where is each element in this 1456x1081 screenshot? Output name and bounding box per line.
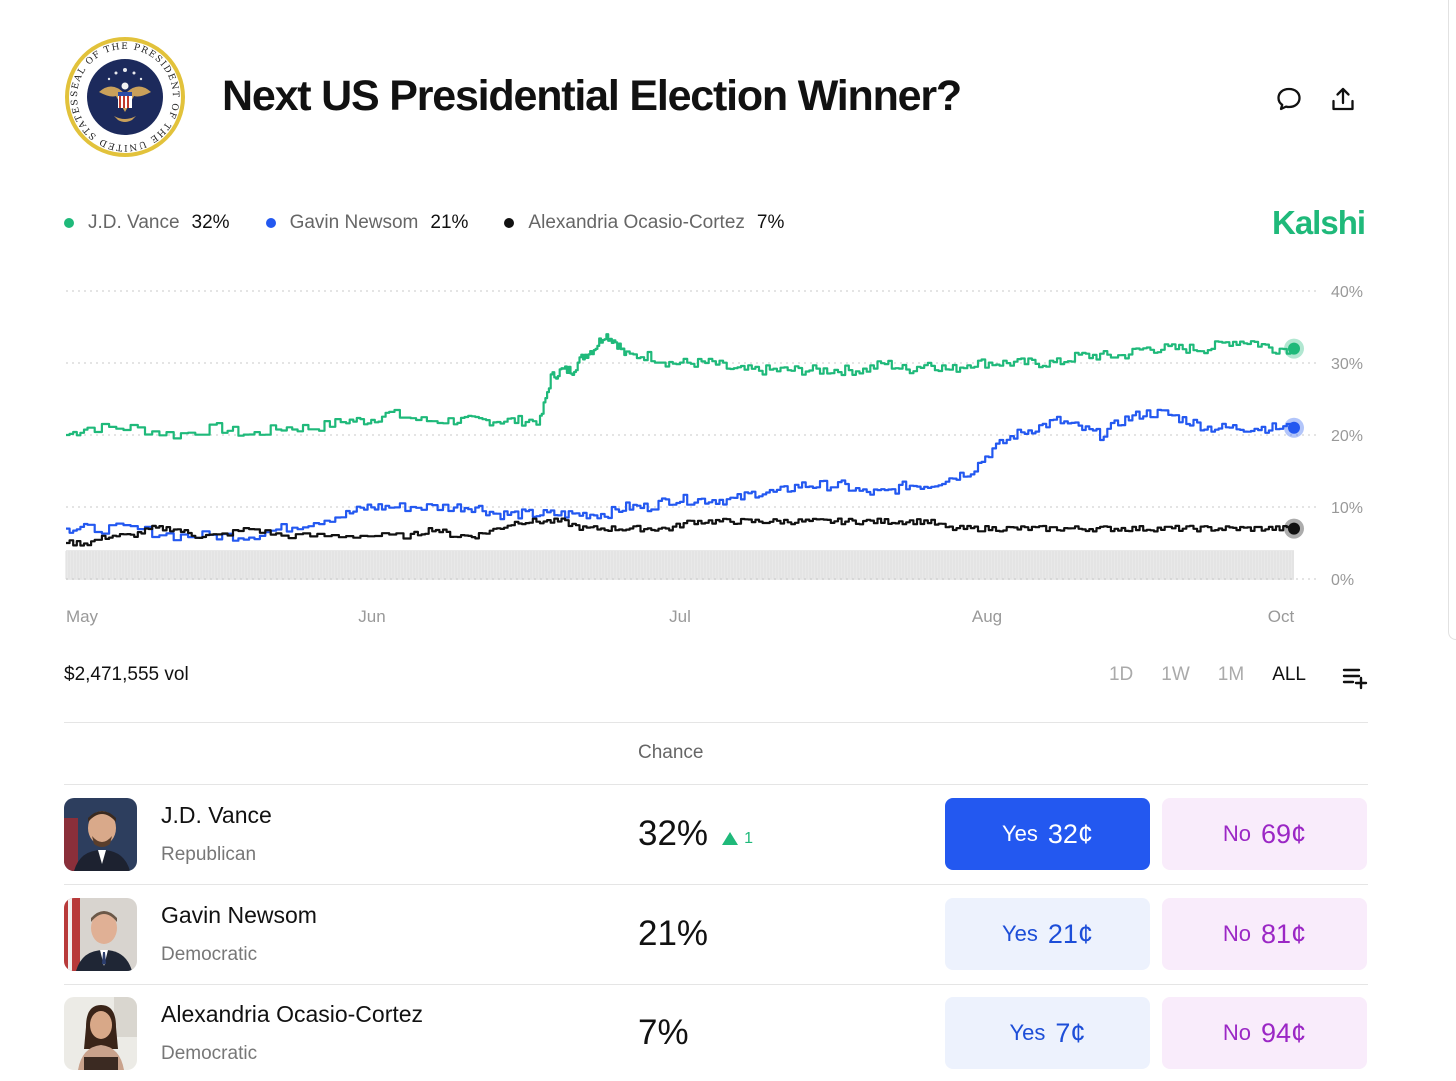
candidate-name: Gavin Newsom bbox=[161, 902, 317, 928]
x-tick-label: Jul bbox=[669, 607, 691, 626]
buy-yes-button[interactable]: Yes 21¢ bbox=[945, 898, 1150, 970]
no-price: 94¢ bbox=[1261, 1017, 1307, 1048]
comment-icon bbox=[1277, 87, 1301, 111]
share-button[interactable] bbox=[1326, 82, 1360, 116]
chance-percent: 21% bbox=[638, 914, 709, 953]
series-endpoint bbox=[1288, 421, 1300, 434]
yes-label: Yes bbox=[1002, 821, 1038, 846]
chart-settings-icon[interactable] bbox=[1342, 664, 1368, 690]
price-history-chart[interactable]: 40% 30% 20% 10% 0% May Jun Jul Aug Oct bbox=[0, 270, 1456, 640]
legend-name: J.D. Vance bbox=[88, 212, 180, 233]
no-label: No bbox=[1222, 921, 1252, 946]
legend-pct: 21% bbox=[430, 212, 469, 233]
no-label: No bbox=[1222, 1020, 1252, 1045]
chance-value: 7% bbox=[638, 1013, 689, 1053]
y-tick-label: 10% bbox=[1331, 500, 1363, 517]
chance-delta: 1 bbox=[722, 830, 753, 848]
triangle-up-icon bbox=[722, 832, 739, 845]
series-line-3 bbox=[66, 517, 1296, 547]
share-icon bbox=[1332, 87, 1354, 111]
legend-item-aoc: Alexandria Ocasio-Cortez 7% bbox=[504, 212, 784, 234]
divider bbox=[64, 884, 1368, 885]
yes-price: 21¢ bbox=[1047, 918, 1093, 949]
avatar bbox=[64, 798, 137, 871]
y-tick-label: 20% bbox=[1331, 428, 1363, 445]
kalshi-logo: Kalshi bbox=[1272, 204, 1366, 241]
range-1d-button[interactable]: 1D bbox=[1108, 664, 1134, 685]
legend-item-newsom: Gavin Newsom 21% bbox=[265, 212, 469, 234]
no-price: 81¢ bbox=[1261, 918, 1307, 949]
chance-value: 21% bbox=[638, 914, 708, 954]
buy-no-button[interactable]: No 94¢ bbox=[1162, 997, 1367, 1069]
volume-text: $2,471,555 vol bbox=[64, 664, 189, 685]
x-tick-label: Oct bbox=[1268, 607, 1295, 626]
legend-name: Alexandria Ocasio-Cortez bbox=[528, 212, 745, 233]
x-tick-label: May bbox=[66, 607, 99, 626]
y-tick-label: 40% bbox=[1331, 284, 1363, 301]
legend-item-vance: J.D. Vance 32% bbox=[64, 212, 230, 234]
presidential-seal-icon: SEAL OF THE PRESIDENT OF THE UNITED STAT… bbox=[65, 37, 185, 157]
candidate-party: Democratic bbox=[161, 1043, 258, 1064]
legend-pct: 32% bbox=[191, 212, 230, 233]
buy-no-button[interactable]: No 81¢ bbox=[1162, 898, 1367, 970]
candidate-party: Democratic bbox=[161, 944, 258, 965]
candidate-party: Republican bbox=[161, 844, 257, 865]
x-tick-label: Aug bbox=[972, 607, 1002, 626]
legend-pct: 7% bbox=[756, 212, 785, 233]
divider bbox=[64, 722, 1368, 723]
range-1w-button[interactable]: 1W bbox=[1161, 664, 1190, 685]
y-tick-label: 30% bbox=[1331, 356, 1363, 373]
yes-price: 7¢ bbox=[1055, 1017, 1086, 1048]
candidate-row-aoc[interactable]: Alexandria Ocasio-Cortez Democratic 7% Y… bbox=[64, 983, 1368, 1081]
chart-legend: J.D. Vance 32% Gavin Newsom 21% Alexandr… bbox=[64, 212, 820, 234]
no-label: No bbox=[1222, 821, 1252, 846]
candidate-row-newsom[interactable]: Gavin Newsom Democratic 21% Yes 21¢ No 8… bbox=[64, 884, 1368, 984]
chance-column-header: Chance bbox=[638, 742, 704, 763]
divider bbox=[64, 784, 1368, 785]
yes-label: Yes bbox=[1002, 921, 1038, 946]
x-tick-label: Jun bbox=[358, 607, 385, 626]
candidate-name: J.D. Vance bbox=[161, 802, 272, 828]
legend-name: Gavin Newsom bbox=[289, 212, 419, 233]
y-tick-label: 0% bbox=[1331, 572, 1354, 589]
divider bbox=[64, 984, 1368, 985]
range-1m-button[interactable]: 1M bbox=[1217, 664, 1245, 685]
page-title: Next US Presidential Election Winner? bbox=[222, 72, 962, 120]
legend-dot bbox=[265, 218, 276, 228]
series-endpoint bbox=[1288, 522, 1300, 535]
series-line-1 bbox=[66, 333, 1296, 440]
time-range-selector: 1D 1W 1M ALL bbox=[1081, 664, 1306, 686]
range-all-button[interactable]: ALL bbox=[1272, 664, 1306, 685]
delta-value: 1 bbox=[744, 829, 753, 847]
market-header: SEAL OF THE PRESIDENT OF THE UNITED STAT… bbox=[64, 36, 1364, 160]
avatar bbox=[64, 997, 137, 1070]
candidate-name: Alexandria Ocasio-Cortez bbox=[161, 1001, 424, 1027]
candidate-row-vance[interactable]: J.D. Vance Republican 32% 1 Yes 32¢ No 6… bbox=[64, 784, 1368, 884]
yes-price: 32¢ bbox=[1047, 818, 1093, 849]
yes-label: Yes bbox=[1009, 1020, 1046, 1045]
series-line-2 bbox=[66, 408, 1296, 542]
comment-button[interactable] bbox=[1272, 82, 1306, 116]
buy-yes-button[interactable]: Yes 7¢ bbox=[945, 997, 1150, 1069]
chart-controls: $2,471,555 vol 1D 1W 1M ALL bbox=[64, 662, 1368, 692]
series-endpoint bbox=[1288, 342, 1300, 355]
chance-percent: 32% bbox=[638, 814, 709, 853]
chance-value: 32% 1 bbox=[638, 814, 753, 854]
chance-percent: 7% bbox=[638, 1013, 689, 1052]
legend-dot bbox=[64, 218, 74, 228]
buy-no-button[interactable]: No 69¢ bbox=[1162, 798, 1367, 870]
legend-dot bbox=[504, 218, 515, 228]
buy-yes-button[interactable]: Yes 32¢ bbox=[945, 798, 1150, 870]
avatar bbox=[64, 898, 137, 971]
no-price: 69¢ bbox=[1261, 818, 1307, 849]
